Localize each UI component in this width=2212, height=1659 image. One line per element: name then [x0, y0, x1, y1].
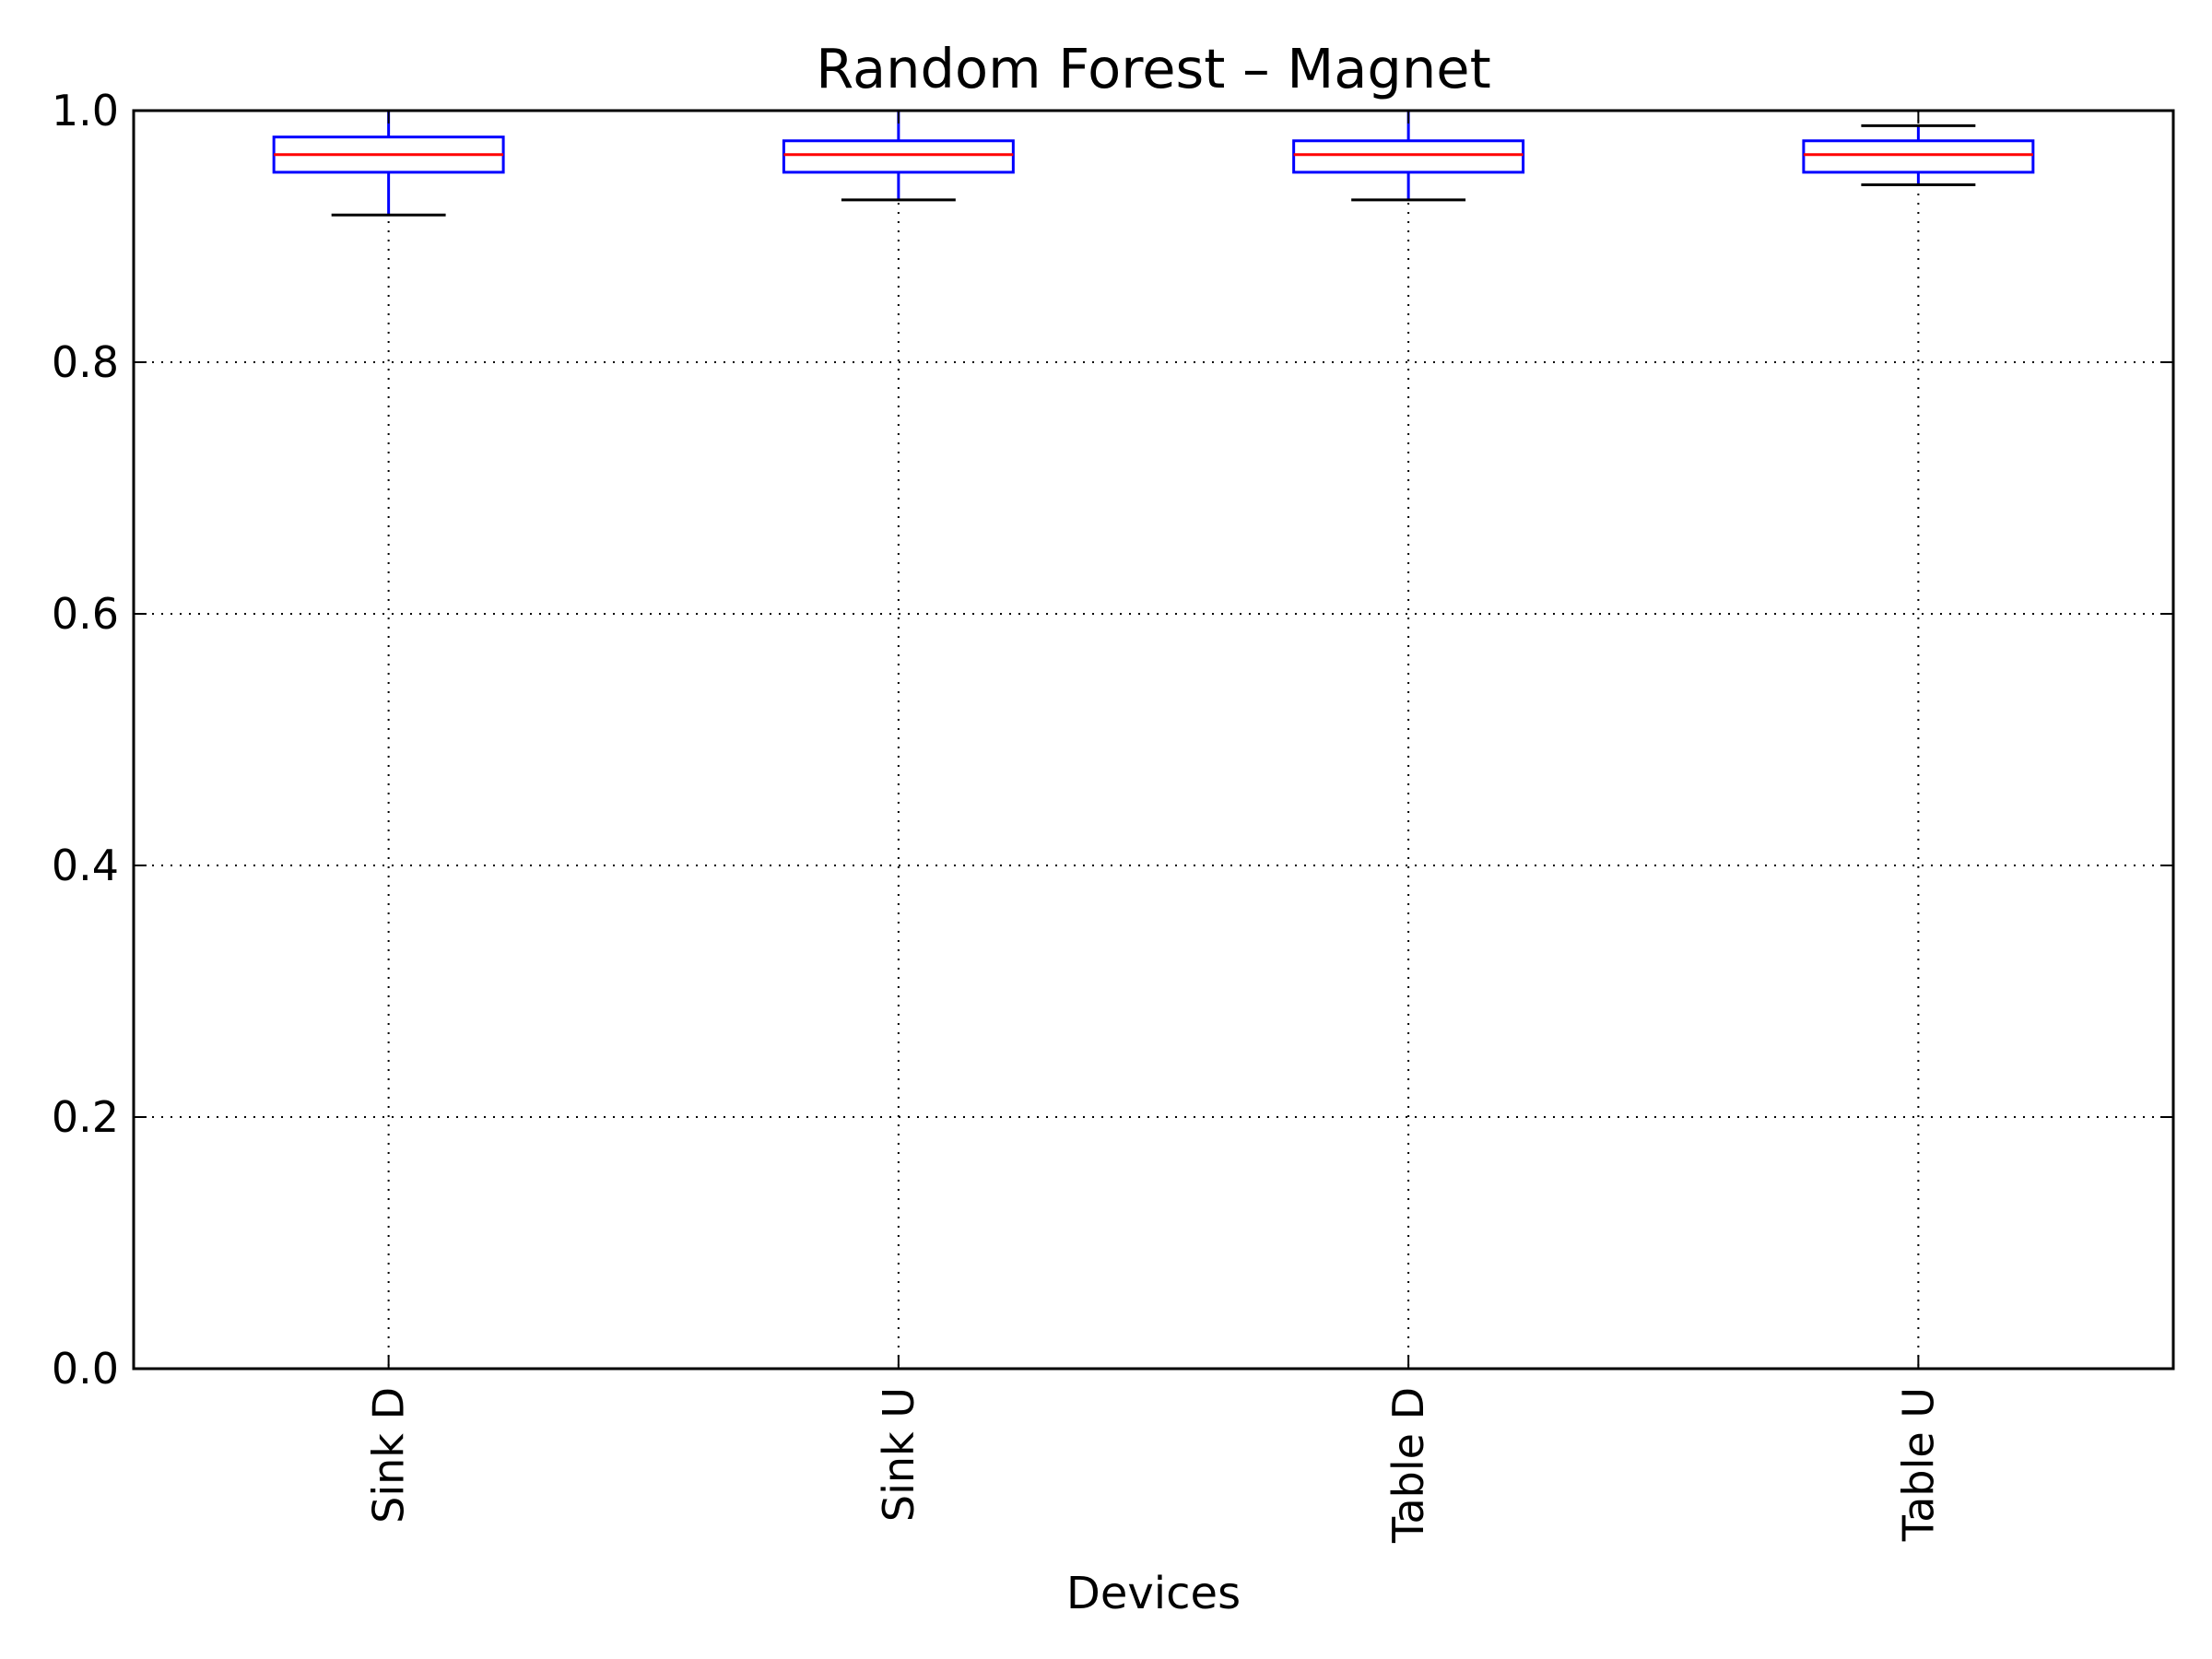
box-table-u	[1802, 124, 2035, 187]
axis-ticks	[134, 110, 2173, 1370]
y-tick-label: 0.0	[52, 1344, 119, 1394]
iqr-box	[782, 139, 1015, 174]
x-tick-label: Table D	[1383, 1387, 1433, 1544]
x-tick-label: Sink D	[364, 1387, 414, 1524]
x-tick-label: Table U	[1893, 1387, 1943, 1542]
y-tick-label: 0.2	[52, 1092, 119, 1142]
box-table-d	[1292, 109, 1525, 202]
box-sink-d	[272, 109, 505, 217]
y-tick-label: 0.4	[52, 841, 119, 890]
iqr-box	[1292, 139, 1525, 174]
box-plots	[272, 109, 2035, 217]
iqr-box	[1802, 139, 2035, 174]
y-tick-label: 0.6	[52, 589, 119, 639]
box-sink-u	[782, 109, 1015, 202]
y-tick-label: 0.8	[52, 337, 119, 387]
plot-frame	[132, 109, 2175, 1371]
grid-lines	[134, 111, 2173, 1369]
chart-title: Random Forest – Magnet	[816, 37, 1490, 100]
y-tick-label: 1.0	[52, 86, 119, 135]
x-axis-label: Devices	[1066, 1568, 1241, 1619]
x-tick-label: Sink U	[874, 1387, 924, 1522]
